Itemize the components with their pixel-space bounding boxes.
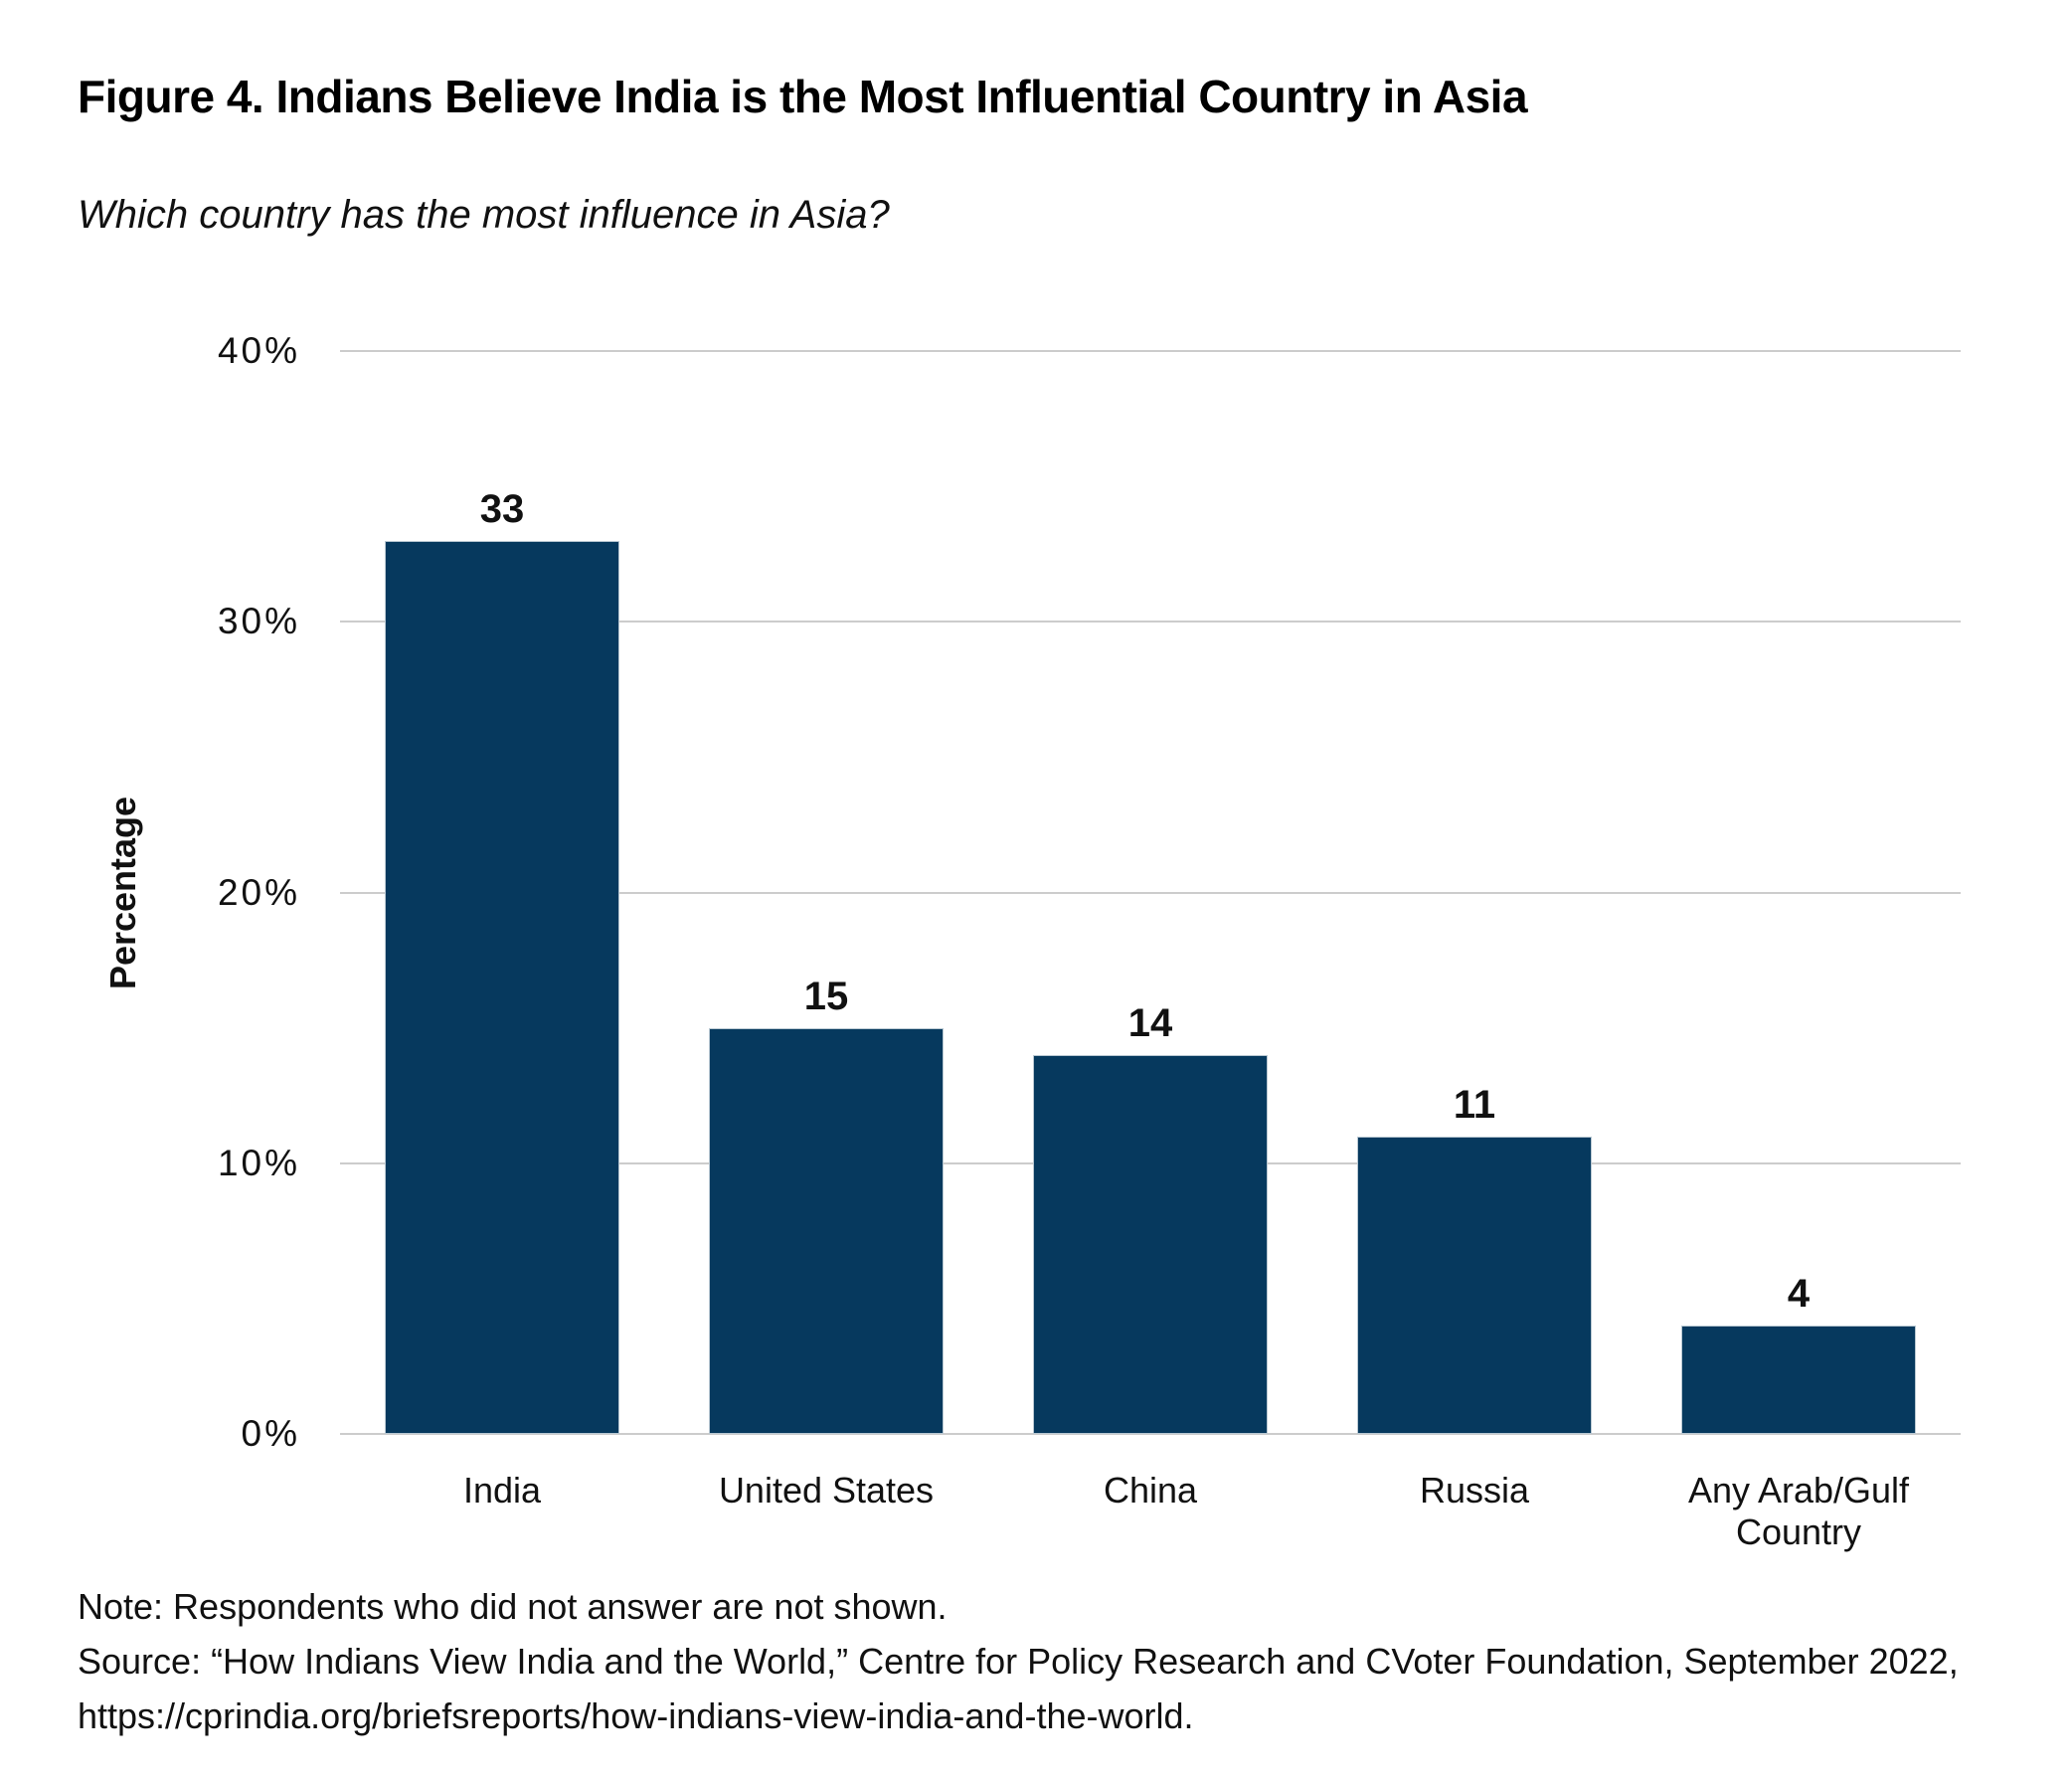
x-category-label: China — [1103, 1470, 1198, 1511]
y-tick-label-40: 40% — [217, 330, 300, 371]
y-tick-label-0: 0% — [241, 1413, 300, 1454]
bar-column: 11 — [1312, 351, 1637, 1434]
y-tick-label-10: 10% — [217, 1142, 300, 1183]
gridline-30 — [340, 621, 1961, 623]
y-tick-label-20: 20% — [217, 871, 300, 913]
bar — [709, 1027, 944, 1434]
bar-value-label: 11 — [1453, 1082, 1496, 1127]
x-category-label: Russia — [1419, 1470, 1530, 1511]
figure-source-url: https://cprindia.org/briefsreports/how-i… — [78, 1695, 1194, 1736]
gridline-40 — [340, 350, 1961, 352]
bar-column: 33 — [340, 351, 664, 1434]
gridline-0 — [340, 1433, 1961, 1435]
bar-column: 4 — [1637, 351, 1961, 1434]
bar-column: 14 — [988, 351, 1312, 1434]
bar-value-label: 15 — [803, 974, 849, 1018]
plot-area: 0% 10% 20% 30% 40% 33 15 14 11 4 — [218, 330, 1961, 1454]
figure-title: Figure 4. Indians Believe India is the M… — [78, 71, 1528, 122]
figure-notes: Note: Respondents who did not answer are… — [78, 1579, 1996, 1743]
bar-value-label: 14 — [1127, 1000, 1173, 1045]
figure-note: Note: Respondents who did not answer are… — [78, 1586, 948, 1627]
x-category-label: Any Arab/Gulf Country — [1687, 1470, 1910, 1552]
bar — [385, 540, 619, 1434]
bar-value-label: 4 — [1787, 1272, 1811, 1317]
bars-group: 33 15 14 11 4 — [340, 351, 1961, 1434]
x-axis-labels: India United States China Russia Any Arab/Gu… — [340, 1470, 1961, 1553]
figure-source: Source: “How Indians View India and the … — [78, 1641, 1959, 1682]
bar-value-label: 33 — [479, 486, 525, 531]
y-tick-label-30: 30% — [217, 601, 300, 642]
bar — [1681, 1326, 1916, 1434]
figure-subtitle: Which country has the most influence in … — [78, 193, 890, 237]
bar — [1357, 1136, 1592, 1434]
bar-column: 15 — [664, 351, 988, 1434]
bar — [1033, 1054, 1268, 1434]
x-category-label: United States — [718, 1470, 935, 1511]
gridline-20 — [340, 891, 1961, 894]
x-category-label: India — [462, 1470, 542, 1511]
